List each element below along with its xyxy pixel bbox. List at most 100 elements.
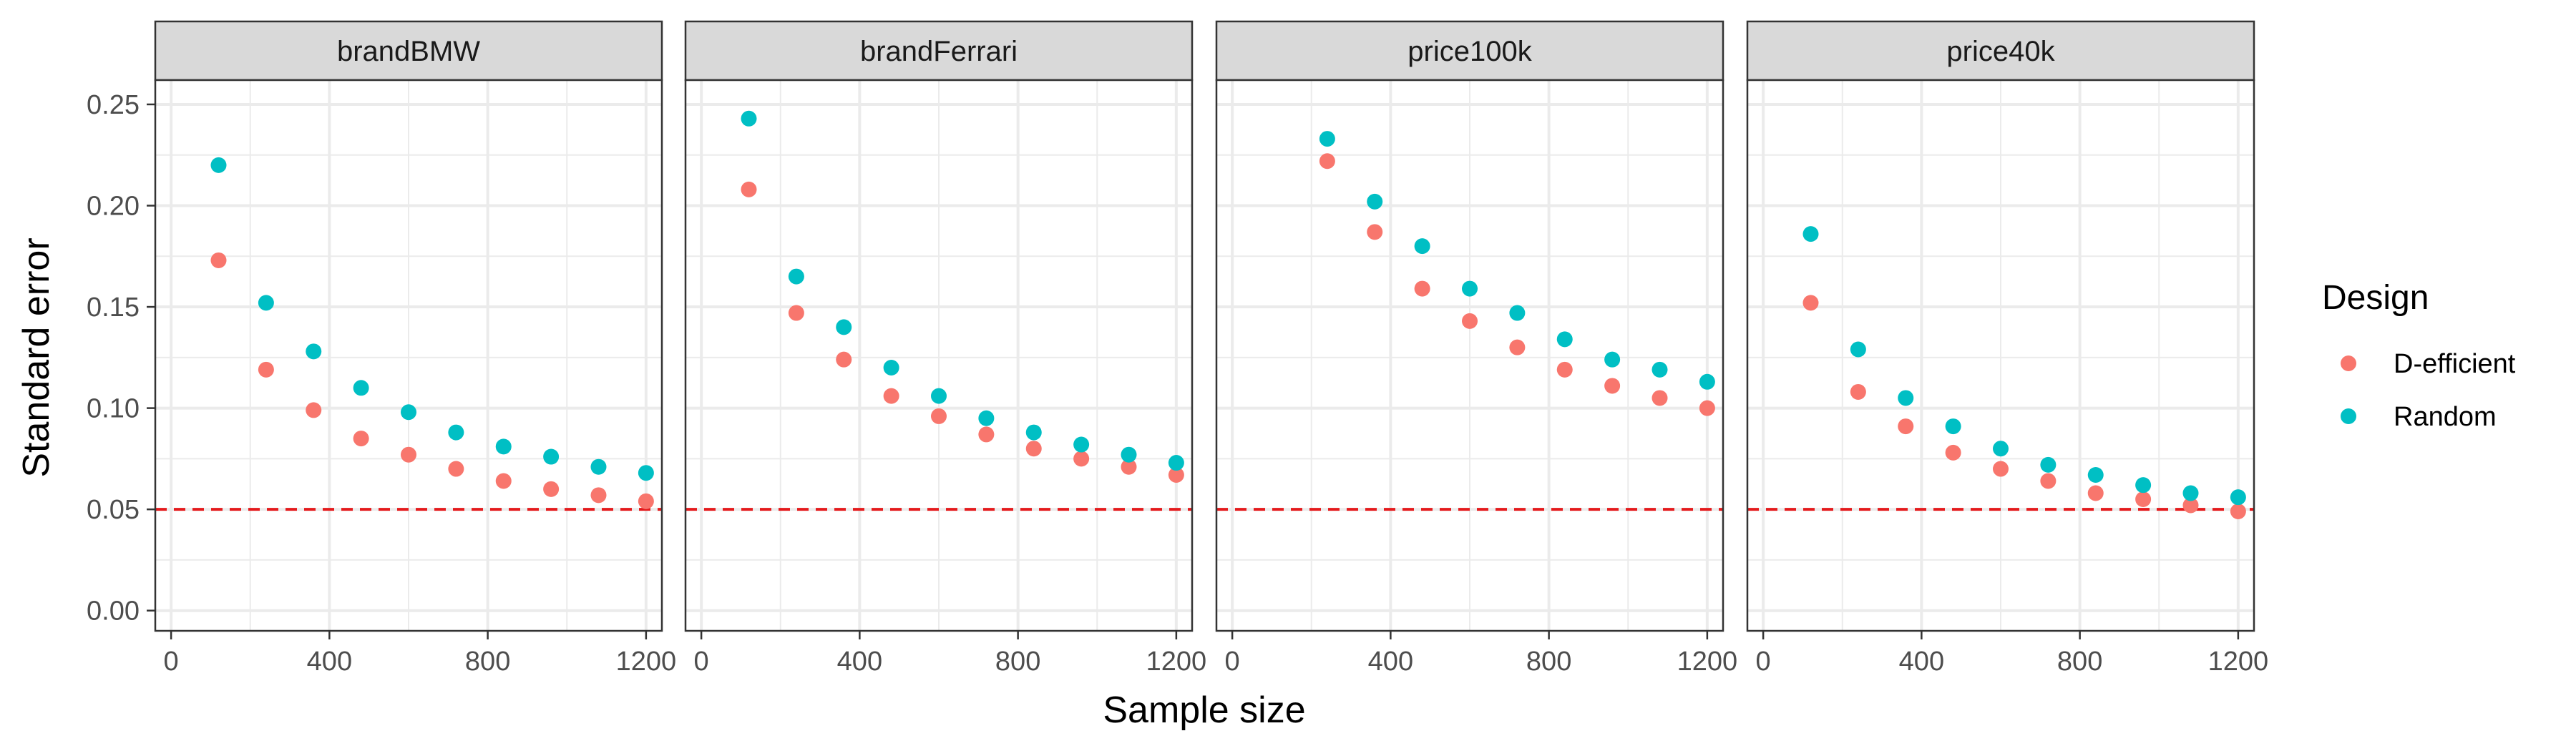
data-point-d-efficient <box>2040 473 2057 489</box>
data-point-random <box>638 465 654 481</box>
x-axis-title: Sample size <box>1103 689 1305 731</box>
x-tick-label: 0 <box>1225 647 1240 677</box>
x-tick-label: 0 <box>164 647 179 677</box>
data-point-random <box>258 295 274 311</box>
data-point-d-efficient <box>590 487 607 504</box>
data-point-d-efficient <box>1802 295 1819 311</box>
facet-strip-label: brandBMW <box>337 36 480 67</box>
data-point-d-efficient <box>978 426 995 443</box>
legend-label: D-efficient <box>2394 349 2516 379</box>
facet-panel-brandFerrari: brandFerrari 0 400 800 1200 <box>684 20 1207 677</box>
data-point-random <box>1652 361 1668 378</box>
facet-panel-price100k: price100k 0 400 800 1200 <box>1215 20 1738 677</box>
data-point-random <box>1802 226 1819 242</box>
data-point-d-efficient <box>741 181 757 197</box>
panel-border <box>1215 79 1724 632</box>
data-point-d-efficient <box>306 402 322 418</box>
data-point-d-efficient <box>1121 458 1137 475</box>
y-axis-title: Standard error <box>16 237 57 477</box>
data-point-random <box>741 110 757 127</box>
panel-border <box>1746 79 2255 632</box>
data-point-random <box>448 424 464 441</box>
facet-panel-brandBMW: brandBMW 0 400 800 1200 0.00 0.05 0.10 0.15 0.20 0… <box>87 20 676 677</box>
data-point-random <box>1699 373 1715 390</box>
data-point-d-efficient <box>1414 280 1430 297</box>
y-tick-label: 0.00 <box>87 597 140 627</box>
data-point-random <box>1993 441 2009 457</box>
legend-key-random <box>2341 408 2356 424</box>
facet-strip-label: brandFerrari <box>860 36 1018 67</box>
data-point-d-efficient <box>1509 339 1526 355</box>
data-point-random <box>1121 446 1137 463</box>
data-point-random <box>401 404 416 421</box>
panel-border <box>684 79 1194 632</box>
legend: Design D-efficient Random <box>2322 279 2516 432</box>
data-point-d-efficient <box>2182 497 2199 514</box>
facet-strip-label: price40k <box>1946 36 2055 67</box>
data-point-random <box>1462 280 1478 297</box>
data-point-random <box>1604 351 1621 368</box>
panel-border <box>154 79 663 632</box>
data-point-random <box>210 157 227 173</box>
data-point-random <box>1898 390 1914 406</box>
data-point-random <box>1319 131 1335 147</box>
x-tick-label: 800 <box>1526 647 1571 677</box>
data-point-d-efficient <box>2135 491 2152 507</box>
legend-title: Design <box>2322 279 2429 317</box>
data-point-d-efficient <box>1898 418 1914 435</box>
x-tick-label: 400 <box>1899 647 1944 677</box>
data-point-random <box>883 359 899 376</box>
x-tick-label: 1200 <box>1146 647 1207 677</box>
x-tick-label: 0 <box>694 647 709 677</box>
data-point-random <box>788 268 804 285</box>
data-point-d-efficient <box>401 446 416 463</box>
x-tick-label: 400 <box>307 647 352 677</box>
data-point-random <box>1556 331 1573 348</box>
data-point-random <box>495 438 512 455</box>
legend-label: Random <box>2394 402 2497 432</box>
data-point-d-efficient <box>836 351 852 368</box>
x-tick-label: 0 <box>1756 647 1771 677</box>
data-point-random <box>353 380 369 396</box>
x-tick-label: 400 <box>1368 647 1413 677</box>
data-point-random <box>590 458 607 475</box>
data-point-random <box>543 448 560 465</box>
data-point-d-efficient <box>883 388 899 404</box>
facet-strip <box>154 20 663 82</box>
facet-panels: brandBMW 0 400 800 1200 0.00 0.05 0.10 0.15 0.20 0… <box>87 20 2269 677</box>
y-tick-label: 0.25 <box>87 90 140 120</box>
data-point-d-efficient <box>1462 313 1478 329</box>
data-point-random <box>836 319 852 335</box>
facet-strip <box>1215 20 1724 82</box>
data-point-d-efficient <box>543 481 560 497</box>
y-tick-label: 0.05 <box>87 495 140 525</box>
facet-strip-label: price100k <box>1407 36 1532 67</box>
y-tick-label: 0.15 <box>87 293 140 323</box>
y-tick-label: 0.10 <box>87 394 140 424</box>
data-point-d-efficient <box>495 473 512 489</box>
data-point-random <box>1073 436 1090 453</box>
data-point-random <box>2040 456 2057 473</box>
data-point-random <box>1367 193 1383 210</box>
data-point-d-efficient <box>1168 467 1184 484</box>
x-tick-label: 1200 <box>2208 647 2269 677</box>
data-point-random <box>1850 341 1866 358</box>
x-tick-label: 1200 <box>1677 647 1738 677</box>
x-tick-label: 400 <box>837 647 882 677</box>
data-point-d-efficient <box>638 493 654 509</box>
data-point-d-efficient <box>1556 361 1573 378</box>
legend-key-d-efficient <box>2341 355 2356 371</box>
data-point-d-efficient <box>1073 451 1090 467</box>
data-point-d-efficient <box>788 305 804 321</box>
y-tick-label: 0.20 <box>87 192 140 222</box>
data-point-d-efficient <box>1850 383 1866 400</box>
data-point-random <box>2087 467 2104 484</box>
data-point-d-efficient <box>258 361 274 378</box>
data-point-random <box>1168 455 1184 471</box>
data-point-d-efficient <box>1699 400 1715 416</box>
data-point-d-efficient <box>1993 461 2009 477</box>
data-point-d-efficient <box>931 408 947 424</box>
data-point-random <box>2230 489 2246 506</box>
data-point-d-efficient <box>2230 503 2246 519</box>
